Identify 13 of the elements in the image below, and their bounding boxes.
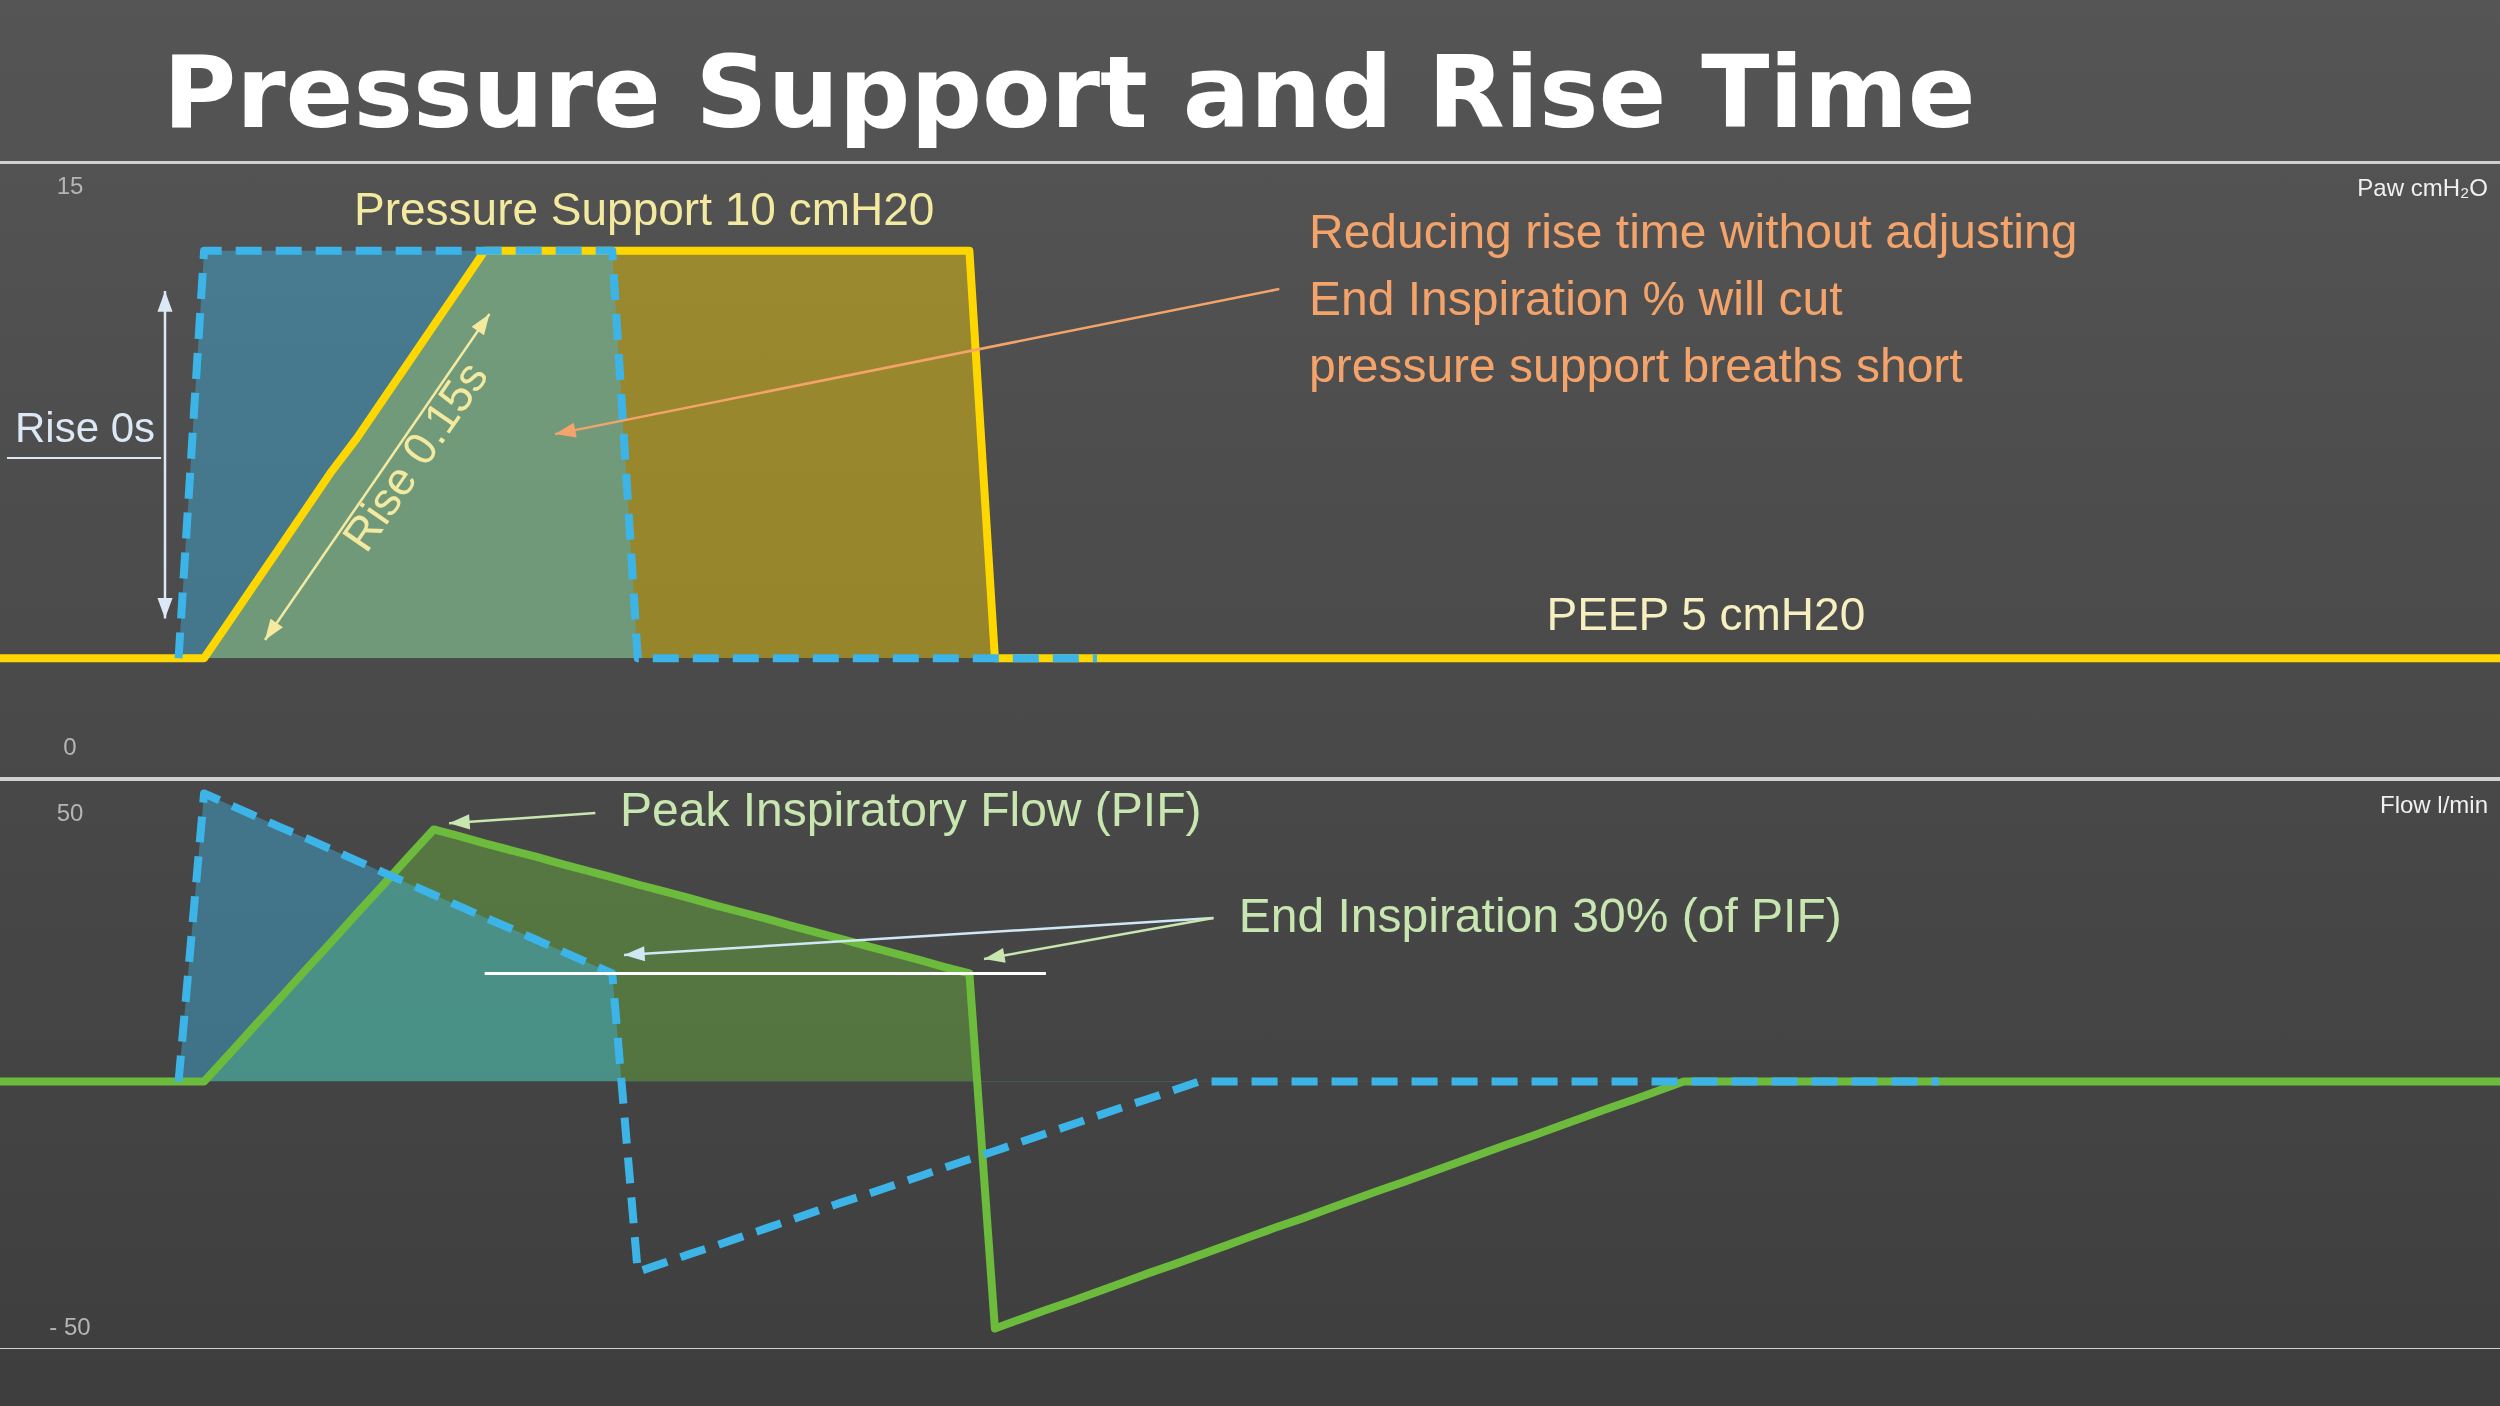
y-axis-title: Paw cmH₂O xyxy=(2357,173,2489,201)
annotation: End Inspiration 30% (of PIF) xyxy=(1238,888,1842,942)
annotation: Rise 0s xyxy=(15,404,156,452)
chart-title: Pressure Support and Rise Time xyxy=(162,33,1977,153)
annotation: Peak Inspiratory Flow (PIF) xyxy=(620,783,1202,837)
annotation: Pressure Support 10 cmH20 xyxy=(354,182,935,235)
annotation: Reducing rise time without adjusting End Inspiration % will cut pressure support breaths short xyxy=(1309,204,2078,392)
y-axis-title: Flow l/min xyxy=(2379,790,2488,818)
y-tick-label: 0 xyxy=(63,732,77,760)
annotation: PEEP 5 cmH20 xyxy=(1546,587,1866,640)
y-tick-label: 15 xyxy=(56,171,84,199)
y-tick-label: - 50 xyxy=(49,1313,91,1341)
y-tick-label: 50 xyxy=(56,798,84,826)
